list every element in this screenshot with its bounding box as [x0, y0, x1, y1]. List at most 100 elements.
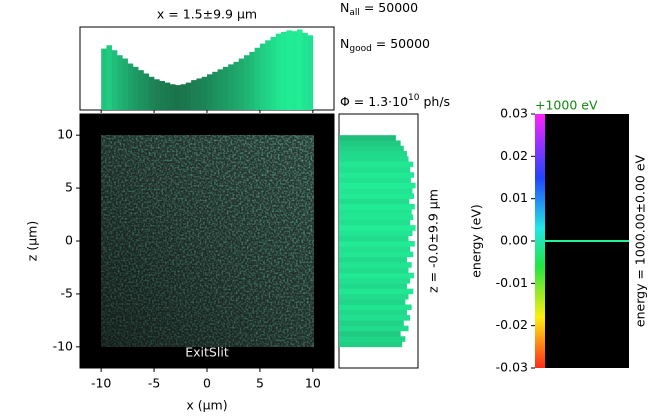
z-hist-bar [339, 188, 413, 194]
flux-unit: ph/s [419, 94, 450, 109]
x-hist-bar [111, 50, 118, 110]
z-hist-bar [339, 198, 410, 205]
x-hist-bar [191, 80, 197, 110]
x-hist-bar [275, 33, 282, 110]
stat-text: = 50000 [360, 0, 418, 15]
stat-text: = 50000 [372, 36, 430, 51]
x-hist-bar [254, 47, 261, 110]
z-hist-bar [339, 283, 407, 289]
y-axis-label: z (µm) [25, 221, 40, 261]
top-title: x = 1.5±9.9 µm [157, 7, 257, 22]
z-hist-bar [339, 193, 415, 199]
energy-tick-label: -0.01 [496, 275, 528, 290]
energy-axis-label: energy (eV) [469, 204, 484, 278]
z-hist-bar [339, 214, 414, 221]
x-hist-bar [127, 63, 134, 110]
x-hist-bar [291, 31, 298, 110]
z-hist-bar [339, 336, 406, 342]
z-hist-bar [339, 256, 407, 263]
x-hist-bar [259, 43, 266, 110]
x-tick-label: -10 [91, 376, 111, 391]
y-tick-label: -5 [61, 285, 73, 300]
x-hist-bar [238, 58, 245, 110]
z-hist-bar [339, 241, 415, 247]
x-tick-label: -5 [148, 376, 160, 391]
stat-symbol: N [340, 0, 349, 15]
z-hist-bar [339, 135, 396, 141]
x-hist-bar [185, 82, 192, 110]
z-hist-bar [339, 172, 415, 178]
x-hist-bar [296, 29, 303, 111]
x-hist-bar [138, 70, 144, 110]
energy-tick-label: -0.02 [496, 317, 528, 332]
x-tick-label: 5 [256, 376, 264, 391]
z-hist-bar [339, 325, 409, 332]
x-hist-bar [180, 84, 187, 110]
x-hist-bar [159, 80, 165, 110]
x-hist-bar [106, 45, 113, 111]
flux-superscript: 10 [408, 93, 420, 103]
z-hist-bar [339, 209, 412, 215]
z-hist-bar [339, 235, 409, 242]
z-hist-bar [339, 166, 411, 173]
colorbar [535, 114, 545, 368]
z-hist-bar [339, 309, 407, 316]
stat-symbol: N [340, 36, 349, 51]
z-hist-bar [339, 246, 411, 252]
x-hist-bar [228, 64, 234, 110]
z-hist-bar [339, 151, 407, 157]
x-hist-bar [302, 32, 308, 111]
x-axis-label: x (µm) [186, 398, 227, 413]
y-tick-label: 10 [57, 127, 73, 142]
z-hist-bar [339, 251, 414, 258]
energy-side-label: energy = 1000.00±0.00 eV [633, 154, 648, 327]
z-hist-bar [339, 230, 413, 237]
y-tick-label: -10 [53, 338, 73, 353]
y-tick-label: 0 [65, 233, 73, 248]
x-hist-bar [196, 78, 203, 110]
z-hist-bar [339, 177, 411, 184]
x-hist-bar [122, 58, 128, 110]
image-shade [101, 135, 314, 347]
energy-tick-label: 0.02 [500, 148, 528, 163]
x-hist-bar [207, 74, 213, 110]
z-hist-bar [339, 278, 411, 284]
energy-tick-label: 0.03 [500, 106, 528, 121]
z-hist-bar [339, 156, 409, 162]
x-hist-bar [233, 61, 240, 110]
x-hist-bar [143, 73, 150, 110]
z-hist-bar [339, 304, 412, 311]
z-hist-bar [339, 315, 411, 321]
z-hist-bar [339, 140, 401, 147]
x-hist-bar [249, 51, 255, 110]
flux: Φ = 1.3·1010 ph/s [340, 93, 450, 109]
z-hist-bar [339, 288, 414, 295]
x-hist-bar [222, 66, 229, 110]
z-hist-bar [339, 330, 401, 337]
x-hist-bar [307, 35, 314, 110]
x-hist-bar [117, 55, 123, 110]
x-hist-bar [212, 71, 218, 110]
z-hist-bar [339, 320, 404, 326]
x-hist-bar [286, 30, 292, 110]
z-hist-bar [339, 299, 406, 305]
x-hist-bar [154, 79, 160, 110]
z-hist-bar [339, 145, 404, 152]
energy-tick-label: 0.00 [500, 233, 528, 248]
stat-subscript: all [349, 8, 360, 18]
z-hist-bar [339, 182, 416, 189]
stat-all: Nall = 50000 [340, 0, 418, 18]
energy-offset: +1000 eV [535, 98, 598, 113]
x-hist-bar [281, 31, 287, 111]
stat-good: Ngood = 50000 [340, 36, 430, 54]
stat-subscript: good [349, 44, 371, 54]
x-tick-label: 10 [305, 376, 321, 391]
z-hist-bar [339, 272, 415, 279]
z-hist-bar [339, 225, 416, 231]
z-hist-bar [339, 262, 412, 268]
x-hist-bar [201, 76, 208, 110]
z-hist-bar [339, 203, 415, 210]
z-hist-bar [339, 341, 403, 348]
x-hist-bar [265, 40, 271, 110]
